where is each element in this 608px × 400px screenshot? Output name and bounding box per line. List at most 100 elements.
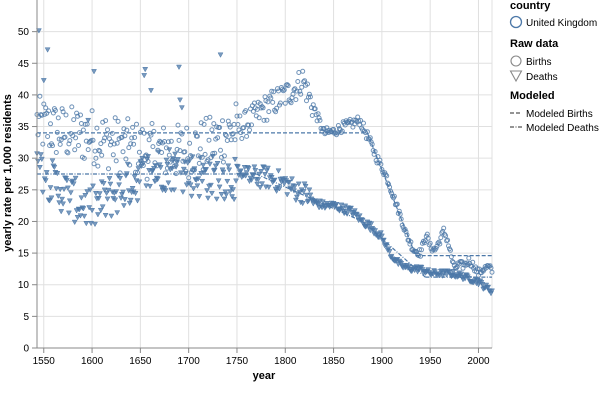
death-point bbox=[351, 208, 358, 214]
death-point bbox=[104, 196, 111, 202]
birth-point bbox=[397, 211, 403, 217]
birth-point bbox=[418, 253, 423, 259]
birth-point bbox=[78, 112, 83, 118]
birth-point bbox=[379, 167, 385, 172]
legend-symbol-births bbox=[510, 55, 522, 67]
birth-point bbox=[297, 88, 303, 94]
death-point bbox=[132, 190, 139, 197]
death-point bbox=[299, 201, 306, 207]
y-tick: 10 bbox=[18, 280, 30, 291]
birth-point bbox=[115, 118, 121, 124]
birth-point bbox=[46, 108, 52, 114]
legend: country United Kingdom Raw data Births D… bbox=[509, 0, 599, 134]
birth-point bbox=[105, 127, 110, 133]
y-tick: 0 bbox=[23, 344, 29, 355]
y-tick: 40 bbox=[18, 90, 30, 101]
birth-point bbox=[244, 133, 250, 139]
death-point bbox=[178, 105, 185, 111]
death-point bbox=[386, 249, 393, 255]
death-point bbox=[204, 188, 210, 194]
birth-point bbox=[261, 117, 267, 123]
x-axis-title: year bbox=[253, 370, 276, 382]
birth-point bbox=[378, 161, 384, 167]
birth-point bbox=[186, 175, 192, 181]
death-point bbox=[71, 219, 78, 226]
death-point bbox=[63, 178, 70, 184]
birth-point bbox=[98, 141, 104, 147]
birth-point bbox=[184, 125, 190, 131]
birth-point bbox=[402, 226, 408, 232]
death-point bbox=[257, 185, 264, 191]
birth-point bbox=[226, 122, 232, 128]
death-point bbox=[148, 88, 154, 94]
y-tick-label: 35 bbox=[18, 122, 30, 133]
birth-point bbox=[73, 135, 79, 141]
birth-point bbox=[93, 155, 99, 161]
birth-point bbox=[45, 134, 51, 139]
death-point bbox=[103, 190, 110, 197]
x-tick-label: 1950 bbox=[419, 356, 442, 367]
birth-point bbox=[271, 89, 277, 95]
death-point bbox=[86, 205, 93, 211]
birth-point bbox=[234, 113, 240, 119]
death-point bbox=[67, 190, 74, 196]
death-point bbox=[377, 230, 384, 236]
x-tick: 1750 bbox=[226, 356, 249, 367]
death-point bbox=[38, 156, 45, 163]
birth-point bbox=[361, 120, 366, 126]
birth-point bbox=[247, 127, 252, 133]
birth-point bbox=[128, 141, 134, 147]
birth-point bbox=[166, 152, 172, 158]
birth-point bbox=[295, 79, 301, 84]
death-point bbox=[291, 183, 298, 190]
x-tick-label: 1850 bbox=[322, 356, 345, 367]
death-point bbox=[233, 178, 239, 184]
birth-point bbox=[41, 101, 47, 107]
x-tick-label: 1800 bbox=[274, 356, 297, 367]
death-point bbox=[145, 154, 152, 160]
birth-point bbox=[335, 123, 341, 128]
death-point bbox=[208, 190, 215, 197]
birth-point bbox=[441, 225, 447, 231]
birth-point bbox=[445, 237, 451, 243]
death-point bbox=[94, 212, 101, 218]
birth-point bbox=[120, 149, 126, 155]
death-point bbox=[165, 180, 172, 186]
birth-point bbox=[88, 138, 94, 144]
x-tick-label: 1550 bbox=[33, 356, 56, 367]
death-point bbox=[188, 193, 195, 200]
death-point bbox=[259, 181, 266, 187]
y-tick-label: 0 bbox=[23, 344, 29, 355]
death-point bbox=[177, 97, 183, 103]
modeled-births-line bbox=[366, 132, 417, 256]
death-point bbox=[289, 176, 295, 182]
death-point bbox=[227, 189, 234, 195]
death-point bbox=[78, 195, 85, 201]
death-point bbox=[255, 177, 262, 183]
death-point bbox=[443, 272, 450, 278]
birth-point bbox=[220, 118, 225, 124]
death-point bbox=[231, 196, 238, 203]
death-point bbox=[96, 191, 103, 197]
birth-point bbox=[419, 247, 424, 253]
birth-point bbox=[220, 159, 226, 165]
birth-point bbox=[124, 127, 130, 133]
death-point bbox=[234, 164, 241, 170]
birth-point bbox=[110, 152, 116, 158]
death-point bbox=[265, 184, 272, 191]
death-point bbox=[59, 196, 66, 203]
death-point bbox=[348, 205, 354, 212]
birth-point bbox=[443, 233, 449, 239]
death-point bbox=[99, 204, 106, 210]
death-point bbox=[222, 189, 229, 195]
death-point bbox=[113, 189, 120, 195]
death-point bbox=[190, 186, 197, 192]
birth-point bbox=[285, 83, 291, 89]
birth-point bbox=[224, 138, 230, 143]
death-point bbox=[140, 161, 147, 167]
death-point bbox=[199, 178, 206, 185]
y-tick-label: 50 bbox=[18, 27, 30, 38]
death-point bbox=[305, 198, 312, 204]
deaths-points bbox=[34, 28, 495, 297]
